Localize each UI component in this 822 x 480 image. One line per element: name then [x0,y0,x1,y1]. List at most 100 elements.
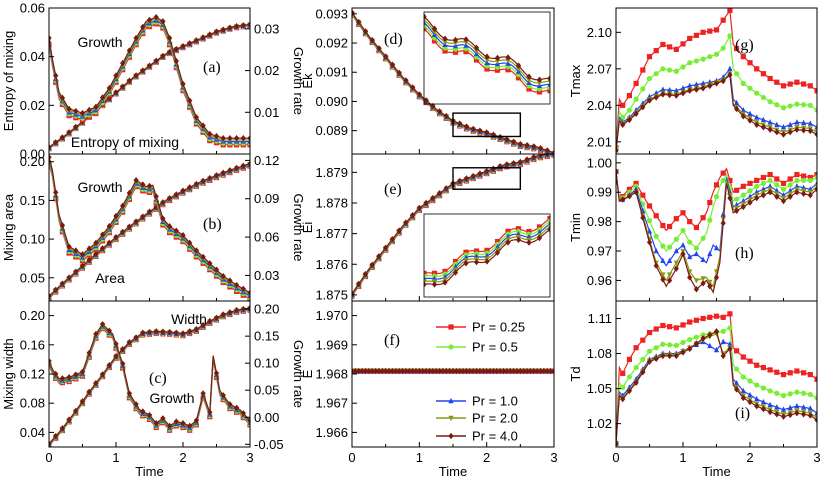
ylabel-a: Entropy of mixing [1,31,16,131]
marker-a-0-4 [120,83,126,90]
marker-d-0-4 [531,143,537,150]
marker-h-1 [673,236,679,242]
ytick-label-e: 1.878 [315,196,348,211]
marker-a-0-4 [247,21,250,28]
marker-i-1 [626,374,633,380]
marker-g-0 [794,79,800,85]
marker-g-4 [640,103,646,111]
marker-inset-d-4 [452,36,459,44]
marker-b-1-4 [200,253,206,261]
xtick-label-f: 1 [416,450,423,465]
marker-a-1-4 [59,94,65,102]
marker-f-0-4 [531,367,537,375]
marker-e-0-4 [383,244,389,251]
marker-c-1-4 [73,371,79,378]
marker-i-0 [780,371,787,378]
marker-i-1 [814,395,817,401]
marker-b-1-4 [113,212,119,220]
marker-g-4 [700,85,706,92]
marker-i-1 [680,339,686,346]
marker-a-0-4 [126,77,132,84]
marker-e-0-4 [531,154,537,161]
marker-i-1 [780,393,787,399]
ytick-label-i: 1.08 [587,346,612,361]
marker-g-4 [693,86,699,93]
marker-e-0-4 [517,158,523,166]
marker-b-1-4 [120,202,126,209]
marker-b-1-4 [140,181,146,188]
marker-g-4 [653,94,659,101]
marker-i-4 [707,331,713,339]
marker-inset-d-0 [424,26,427,32]
marker-f-0-4 [507,367,513,375]
marker-a-1-4 [207,130,213,138]
marker-b-0-4 [234,164,240,172]
marker-c-1-4 [79,368,86,376]
marker-g-0 [713,27,720,33]
marker-f-0-4 [514,367,520,375]
marker-g-0 [640,67,646,73]
marker-g-4 [774,128,780,136]
marker-g-2 [687,82,693,89]
marker-g-4 [620,121,626,128]
marker-g-4 [720,77,726,85]
marker-inset-e-0 [505,228,511,234]
marker-c-1-4 [153,420,159,427]
marker-f-0-4 [433,367,439,375]
marker-i-2 [801,404,807,410]
marker-g-1 [693,58,700,64]
ytick-label-g: 2.07 [587,61,612,76]
panel-g: 2.01 2.04 2.07 2.10 Tmax (g) [568,7,818,155]
marker-g-1 [720,45,726,51]
marker-e-0-4 [544,154,550,158]
marker-b-0-4 [66,274,72,281]
xtick-label-i: 1 [679,450,686,465]
marker-f-0-4 [393,367,399,375]
marker-b-0-4 [133,218,139,225]
marker-a-0-4 [146,62,153,69]
marker-f-0-4 [389,367,395,375]
marker-h-4 [794,189,800,196]
marker-i-0 [734,348,740,354]
marker-g-0 [693,32,699,38]
marker-i-0 [673,325,679,331]
marker-inset-e-3 [547,224,550,231]
marker-a-1-4 [100,94,106,101]
marker-g-1 [620,114,626,121]
marker-b-1-4 [180,231,186,239]
marker-c-1-4 [66,374,72,381]
marker-g-1 [646,75,653,82]
xtick-label-f: 2 [483,450,490,465]
series-g-2 [616,65,817,153]
marker-f-0-4 [352,367,358,375]
marker-inset-e-4 [494,249,501,256]
marker-h-1 [807,177,813,184]
marker-i-0 [693,317,699,323]
ytick-label-c: 0.20 [20,308,45,323]
legend-label: Pr = 1.0 [472,394,518,409]
marker-c-0-4 [59,425,65,432]
marker-i-2 [707,342,713,349]
marker-h-0 [727,177,733,184]
marker-i-1 [760,385,767,391]
marker-i-2 [774,404,780,410]
marker-inset-d-0 [515,75,522,81]
marker-inset-e-0 [431,270,438,276]
marker-d-0-4 [524,142,530,149]
marker-c-0-4 [133,334,139,341]
marker-g-1 [734,71,740,77]
marker-g-1 [807,102,813,108]
marker-f-0-4 [551,367,554,375]
marker-i-2 [720,338,726,345]
marker-a-0-4 [227,24,233,31]
marker-i-4 [633,379,639,386]
marker-d-0-4 [369,36,375,44]
ytick-right-label-b: 0.09 [254,191,279,206]
marker-c-0-4 [153,328,159,335]
ytick-label-f: 1.967 [315,396,348,411]
marker-e-0-4 [430,194,436,202]
marker-h-0 [780,180,787,186]
xlabel-c: Time [135,464,163,479]
marker-g-1 [767,99,773,105]
marker-g-1 [680,64,686,70]
